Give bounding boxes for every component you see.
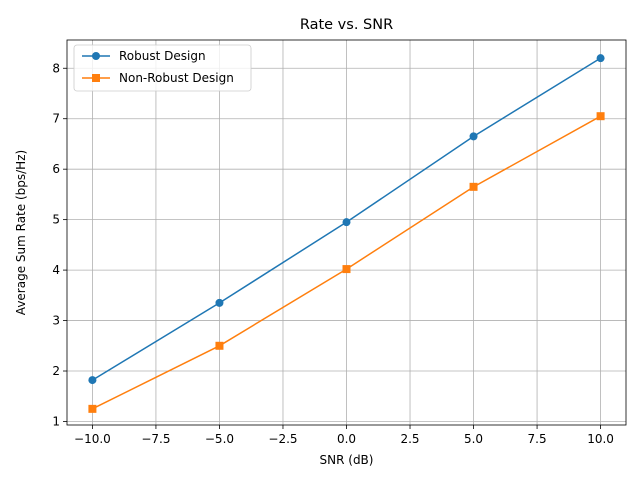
x-tick-label: −2.5 — [268, 432, 297, 446]
data-point — [215, 298, 224, 307]
x-tick-label: 10.0 — [587, 432, 614, 446]
legend-label: Non-Robust Design — [119, 71, 234, 85]
y-tick-label: 8 — [52, 61, 60, 75]
series-2 — [88, 112, 605, 413]
data-point — [215, 341, 224, 350]
data-point — [88, 376, 97, 385]
x-tick-label: 5.0 — [464, 432, 483, 446]
y-tick-label: 4 — [52, 263, 60, 277]
x-tick-label: −10.0 — [74, 432, 111, 446]
data-point — [469, 132, 478, 141]
chart-title: Rate vs. SNR — [300, 17, 393, 33]
ticks: −10.0 −7.5 −5.0 −2.5 0.0 2.5 5.0 7.5 10.0 1 2 3 4 5 6 7… — [52, 61, 614, 446]
data-point — [88, 404, 97, 413]
legend-entry: Non-Robust Design — [82, 71, 234, 85]
x-axis-label: SNR (dB) — [320, 453, 374, 467]
y-tick-label: 2 — [52, 364, 60, 378]
x-tick-label: 2.5 — [400, 432, 419, 446]
legend-marker — [92, 74, 100, 82]
data-point — [596, 54, 605, 63]
series-layer — [88, 54, 605, 413]
legend-entry: Robust Design — [82, 49, 206, 63]
data-point — [596, 112, 605, 121]
y-tick-label: 6 — [52, 162, 60, 176]
legend-label: Robust Design — [119, 49, 206, 63]
legend: Robust Design Non-Robust Design — [73, 44, 252, 92]
x-tick-label: −5.0 — [205, 432, 234, 446]
y-tick-label: 7 — [52, 112, 60, 126]
legend-box — [73, 44, 252, 92]
data-point — [342, 265, 351, 274]
y-tick-label: 3 — [52, 314, 60, 328]
data-point — [469, 182, 478, 191]
y-axis-label: Average Sum Rate (bps/Hz) — [14, 150, 28, 315]
y-tick-label: 1 — [52, 414, 60, 428]
series-1 — [88, 54, 605, 385]
legend-marker — [92, 52, 100, 60]
x-tick-label: −7.5 — [141, 432, 170, 446]
data-point — [342, 218, 351, 227]
x-tick-label: 0.0 — [337, 432, 356, 446]
y-tick-label: 5 — [52, 213, 60, 227]
x-tick-label: 7.5 — [528, 432, 547, 446]
